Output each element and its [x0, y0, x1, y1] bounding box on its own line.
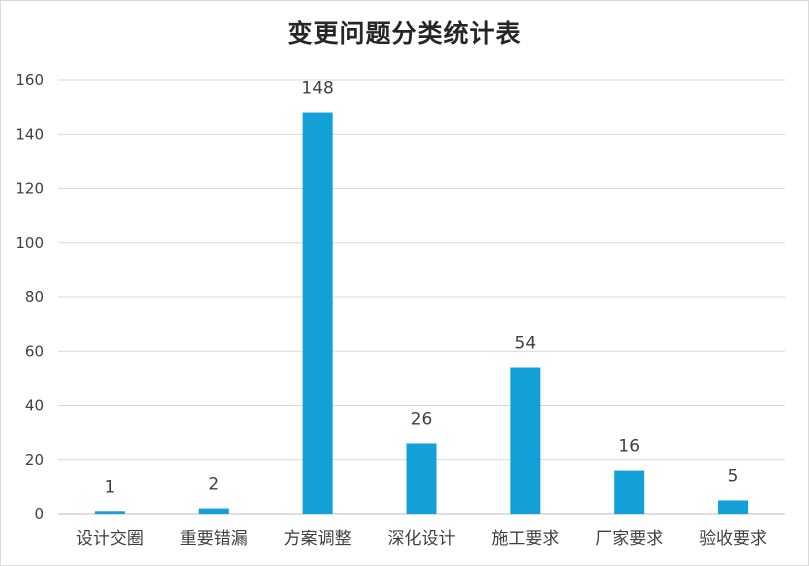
bar — [302, 112, 333, 515]
bar — [198, 508, 229, 514]
data-label: 1 — [105, 477, 116, 497]
data-label: 5 — [728, 466, 739, 486]
data-label: 16 — [618, 437, 640, 457]
x-category-label: 厂家要求 — [595, 529, 663, 549]
data-labels: 1 2 148 26 54 16 5 — [105, 79, 739, 498]
y-tick-label: 60 — [25, 342, 44, 360]
x-category-label: 深化设计 — [388, 529, 456, 549]
y-tick-label: 40 — [25, 397, 44, 415]
x-category-label: 方案调整 — [284, 529, 352, 549]
data-label: 26 — [411, 409, 433, 429]
y-tick-label: 80 — [25, 288, 44, 306]
gridlines — [58, 79, 785, 515]
bar — [614, 470, 645, 514]
bar — [406, 443, 437, 514]
x-category-label: 施工要求 — [491, 529, 559, 549]
bar — [718, 500, 749, 514]
chart-title: 变更问题分类统计表 — [287, 19, 522, 48]
bar — [510, 367, 541, 514]
y-tick-label: 160 — [15, 71, 44, 89]
x-category-label: 验收要求 — [699, 529, 767, 549]
x-axis: 设计交圈 重要错漏 方案调整 深化设计 施工要求 厂家要求 验收要求 — [76, 529, 767, 549]
x-category-label: 设计交圈 — [76, 529, 144, 549]
bar — [94, 511, 125, 514]
y-tick-label: 120 — [15, 180, 44, 198]
y-tick-label: 140 — [15, 125, 44, 143]
y-tick-label: 100 — [15, 234, 44, 252]
y-tick-label: 0 — [34, 505, 44, 523]
data-label: 148 — [301, 79, 333, 99]
y-tick-label: 20 — [25, 451, 44, 469]
data-label: 2 — [208, 475, 219, 495]
data-label: 54 — [515, 334, 537, 354]
bars — [94, 112, 749, 515]
x-category-label: 重要错漏 — [180, 529, 248, 549]
y-axis: 0 20 40 60 80 100 120 140 160 — [15, 71, 44, 523]
